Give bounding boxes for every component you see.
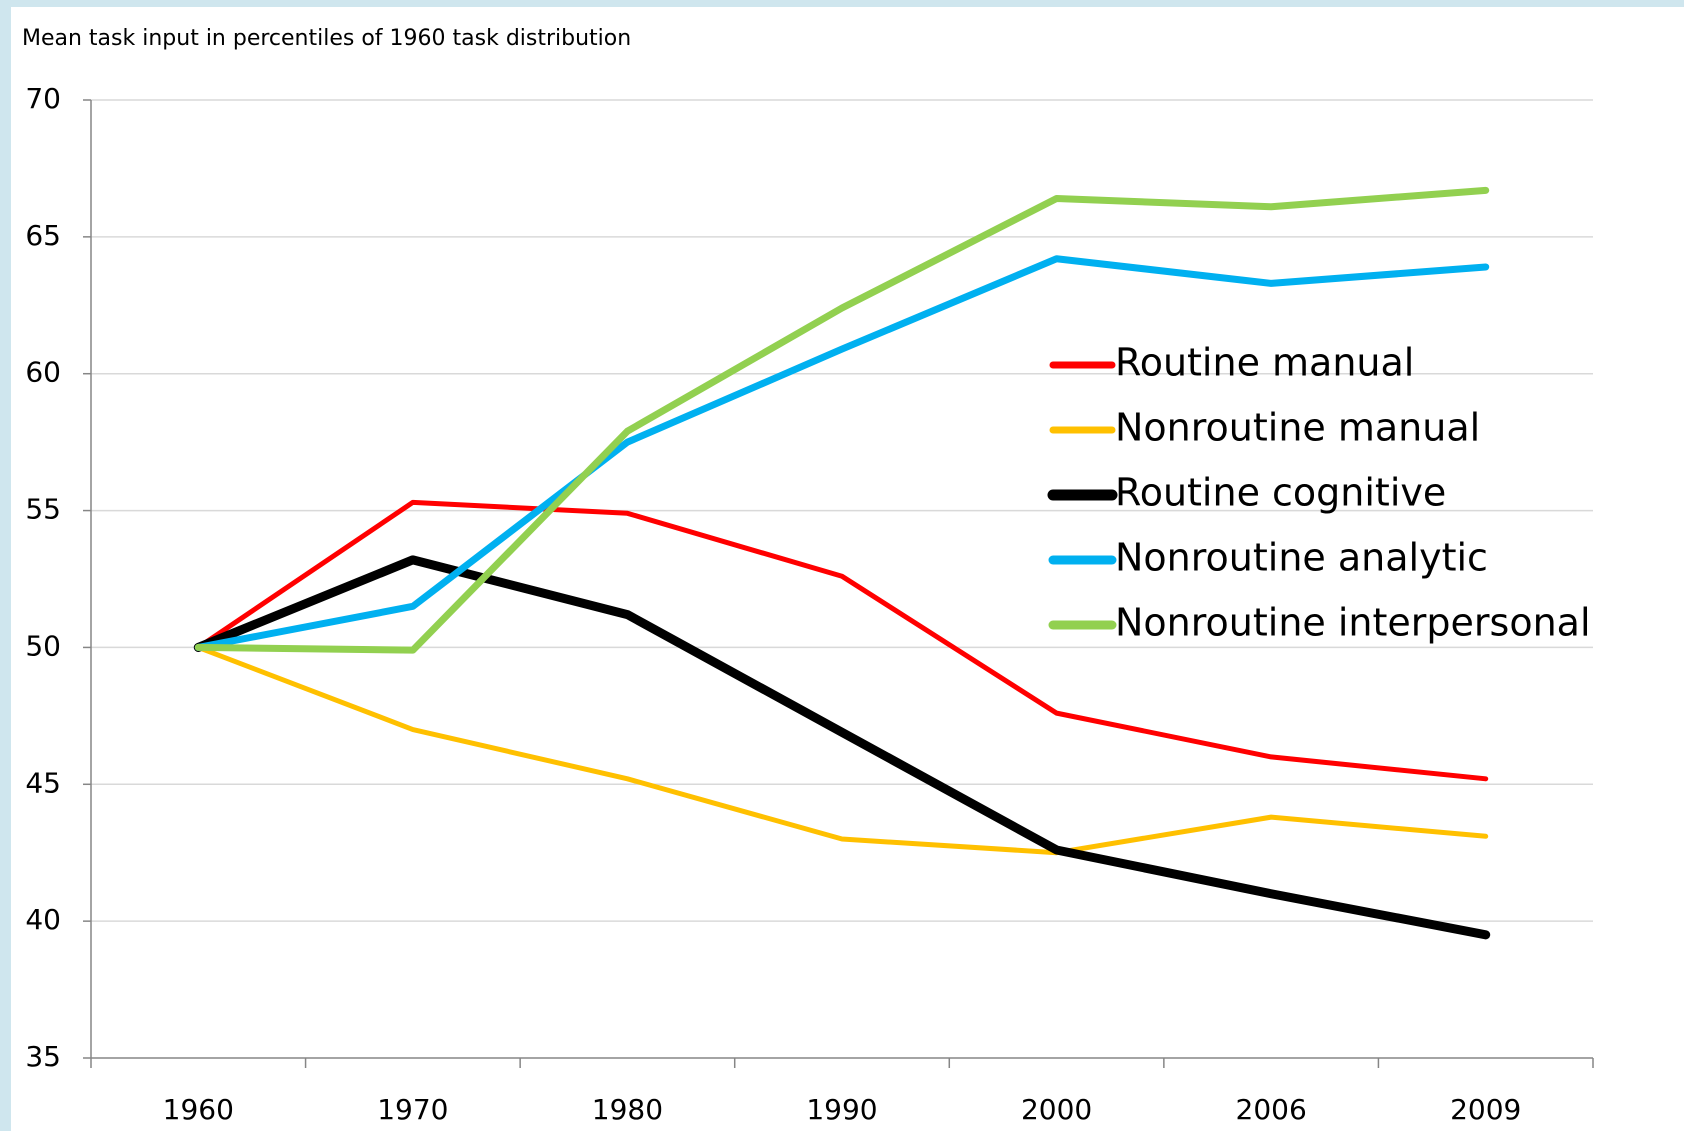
y-tick-label: 50 bbox=[25, 629, 61, 662]
y-tick-label: 45 bbox=[25, 766, 61, 799]
y-tick-label: 40 bbox=[25, 903, 61, 936]
x-tick-label: 1970 bbox=[377, 1093, 448, 1126]
chart-title: Mean task input in percentiles of 1960 t… bbox=[22, 26, 631, 51]
legend-label: Nonroutine manual bbox=[1115, 406, 1480, 450]
frame-top bbox=[0, 0, 1684, 7]
y-tick-label: 65 bbox=[25, 219, 61, 252]
series-line bbox=[195, 499, 1489, 782]
x-tick-label: 1990 bbox=[806, 1093, 877, 1126]
series-line bbox=[194, 255, 1490, 651]
legend-label: Nonroutine interpersonal bbox=[1115, 601, 1591, 645]
series-line bbox=[194, 186, 1490, 654]
y-tick-label: 35 bbox=[25, 1040, 61, 1073]
x-tick-label: 1960 bbox=[163, 1093, 234, 1126]
series-line bbox=[195, 644, 1489, 856]
x-tick-label: 1980 bbox=[592, 1093, 663, 1126]
legend-label: Routine manual bbox=[1115, 341, 1414, 385]
y-tick-label: 70 bbox=[25, 82, 61, 115]
x-tick-label: 2006 bbox=[1236, 1093, 1307, 1126]
y-tick-label: 55 bbox=[25, 493, 61, 526]
x-tick-label: 2009 bbox=[1450, 1093, 1521, 1126]
y-tick-label: 60 bbox=[25, 356, 61, 389]
series-line bbox=[193, 555, 1491, 940]
legend-label: Nonroutine analytic bbox=[1115, 536, 1488, 580]
frame-left bbox=[0, 0, 11, 1131]
legend-label: Routine cognitive bbox=[1115, 471, 1446, 515]
x-tick-label: 2000 bbox=[1021, 1093, 1092, 1126]
